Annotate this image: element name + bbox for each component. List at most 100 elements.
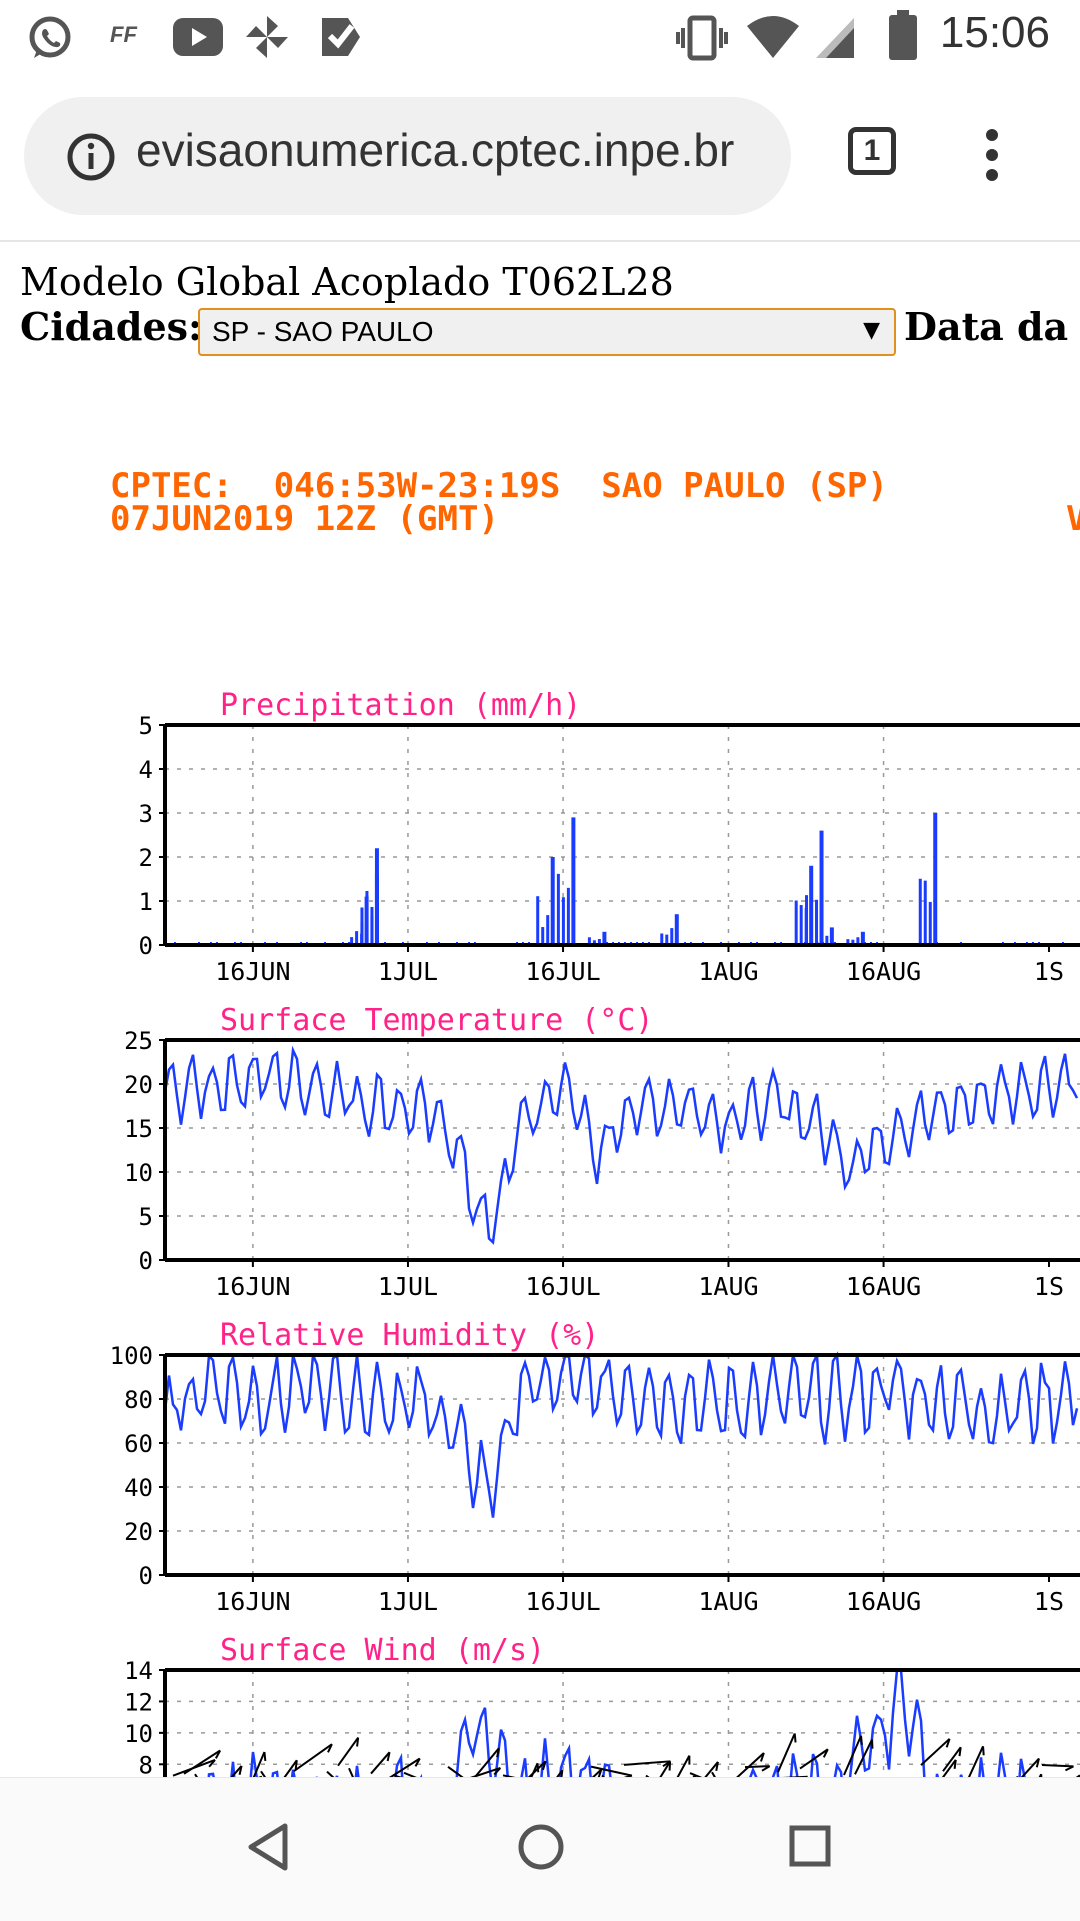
wind-arrow <box>184 1750 220 1773</box>
y-tick-label: 2 <box>139 844 153 872</box>
wind-arrow-head <box>264 1752 265 1761</box>
x-tick-label: 1S <box>1034 957 1064 986</box>
vibrate-icon <box>676 14 728 62</box>
wind-arrow <box>745 1766 770 1767</box>
x-tick-label: 16JUL <box>525 1587 600 1616</box>
wind-arrow <box>338 1738 358 1766</box>
wind-arrow-head <box>983 1746 984 1755</box>
data-label: Data da P <box>904 304 1080 349</box>
y-tick-label: 60 <box>124 1430 153 1458</box>
y-tick-label: 10 <box>124 1720 153 1748</box>
x-tick-label: 1JUL <box>378 1272 438 1301</box>
y-tick-label: 80 <box>124 1386 153 1414</box>
wind-arrow <box>217 1766 242 1777</box>
wind-arrow <box>734 1753 764 1777</box>
x-tick-label: 1S <box>1034 1272 1064 1301</box>
y-tick-label: 15 <box>124 1115 153 1143</box>
y-tick-label: 0 <box>139 1562 153 1590</box>
x-tick-label: 16JUN <box>215 1272 290 1301</box>
city-select-value: SP - SAO PAULO <box>212 316 433 348</box>
wind-arrow-head <box>538 1763 539 1772</box>
tab-switcher-button[interactable]: 1 <box>848 127 896 175</box>
info-icon[interactable] <box>66 132 116 182</box>
status-bar: FF 15:06 <box>0 0 1080 75</box>
meteogram-header-line2: 07JUN2019 12Z (GMT) <box>110 499 499 539</box>
wind-arrow-head <box>955 1760 956 1769</box>
panel-title-2: Relative Humidity (%) <box>220 1318 599 1353</box>
panel-title-0: Precipitation (mm/h) <box>220 688 581 723</box>
wind-arrow-head <box>861 1736 862 1745</box>
series-line <box>165 1050 1077 1242</box>
y-tick-label: 0 <box>139 932 153 960</box>
y-tick-label: 8 <box>139 1751 153 1777</box>
city-select[interactable]: SP - SAO PAULO ▼ <box>198 308 896 356</box>
wind-arrow <box>294 1744 332 1771</box>
pinwheel-icon <box>244 14 290 60</box>
signal-icon <box>814 14 856 60</box>
y-tick-label: 4 <box>139 756 153 784</box>
x-tick-label: 16JUN <box>215 1587 290 1616</box>
y-tick-label: 14 <box>124 1657 153 1685</box>
dropdown-arrow-icon: ▼ <box>863 318 880 343</box>
y-tick-label: 10 <box>124 1159 153 1187</box>
home-icon[interactable] <box>516 1822 566 1872</box>
y-tick-label: 3 <box>139 800 153 828</box>
checkmark-app-icon <box>318 14 364 60</box>
meteogram-image: CPTEC: 046:53W-23:19S SAO PAULO (SP) 07J… <box>0 470 1080 1777</box>
wind-arrow <box>921 1739 950 1765</box>
x-tick-label: 1JUL <box>378 1587 438 1616</box>
panel-title-3: Surface Wind (m/s) <box>220 1633 545 1668</box>
ff-icon: FF <box>110 22 137 48</box>
x-tick-label: 16AUG <box>846 1587 921 1616</box>
wind-arrow <box>371 1752 390 1773</box>
wind-arrow <box>701 1762 718 1777</box>
x-tick-label: 1AUG <box>698 1587 758 1616</box>
wind-arrow <box>668 1756 689 1777</box>
x-tick-label: 1S <box>1034 1587 1064 1616</box>
x-tick-label: 1JUL <box>378 957 438 986</box>
y-tick-label: 1 <box>139 888 153 916</box>
browser-toolbar: evisaonumerica.cptec.inpe.br 1 <box>0 75 1080 242</box>
wind-arrow <box>943 1747 961 1771</box>
wind-arrow-head <box>561 1770 562 1777</box>
back-icon[interactable] <box>245 1822 291 1872</box>
y-tick-label: 40 <box>124 1474 153 1502</box>
wind-arrow <box>448 1767 474 1777</box>
recents-icon[interactable] <box>788 1824 832 1868</box>
y-tick-label: 12 <box>124 1688 153 1716</box>
battery-icon <box>889 10 917 60</box>
meteogram-header-right: V <box>1066 499 1080 539</box>
page-title: Modelo Global Acoplado T062L28 <box>20 260 674 304</box>
y-tick-label: 5 <box>139 1203 153 1231</box>
y-tick-label: 25 <box>124 1027 153 1055</box>
x-tick-label: 16AUG <box>846 1272 921 1301</box>
wifi-icon <box>746 14 800 60</box>
cidades-label: Cidades: <box>20 304 202 349</box>
url-text[interactable]: evisaonumerica.cptec.inpe.br <box>136 123 734 177</box>
x-tick-label: 16JUL <box>525 957 600 986</box>
wind-arrow <box>569 1769 601 1777</box>
x-tick-label: 16JUN <box>215 957 290 986</box>
panel-title-1: Surface Temperature (°C) <box>220 1003 653 1038</box>
overflow-menu-icon[interactable] <box>982 125 1002 185</box>
series-line <box>165 1355 1077 1518</box>
wind-arrow-head <box>357 1738 358 1747</box>
wind-arrow-head <box>296 1760 297 1769</box>
url-bar[interactable]: evisaonumerica.cptec.inpe.br <box>24 97 791 215</box>
y-tick-label: 20 <box>124 1071 153 1099</box>
wind-arrow <box>1042 1765 1074 1766</box>
web-page: Modelo Global Acoplado T062L28 Cidades: … <box>0 242 1080 1777</box>
navigation-bar <box>0 1777 1080 1921</box>
wind-arrow-head <box>959 1747 960 1756</box>
x-tick-label: 16AUG <box>846 957 921 986</box>
y-tick-label: 20 <box>124 1518 153 1546</box>
x-tick-label: 16JUL <box>525 1272 600 1301</box>
whatsapp-icon <box>26 14 74 62</box>
x-tick-label: 1AUG <box>698 957 758 986</box>
wind-arrow-head <box>795 1733 796 1742</box>
youtube-icon <box>173 18 223 56</box>
x-tick-label: 1AUG <box>698 1272 758 1301</box>
y-tick-label: 0 <box>139 1247 153 1275</box>
y-tick-label: 5 <box>139 712 153 740</box>
y-tick-label: 100 <box>110 1342 153 1370</box>
